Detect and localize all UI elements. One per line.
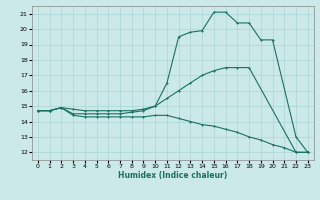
X-axis label: Humidex (Indice chaleur): Humidex (Indice chaleur) [118, 171, 228, 180]
